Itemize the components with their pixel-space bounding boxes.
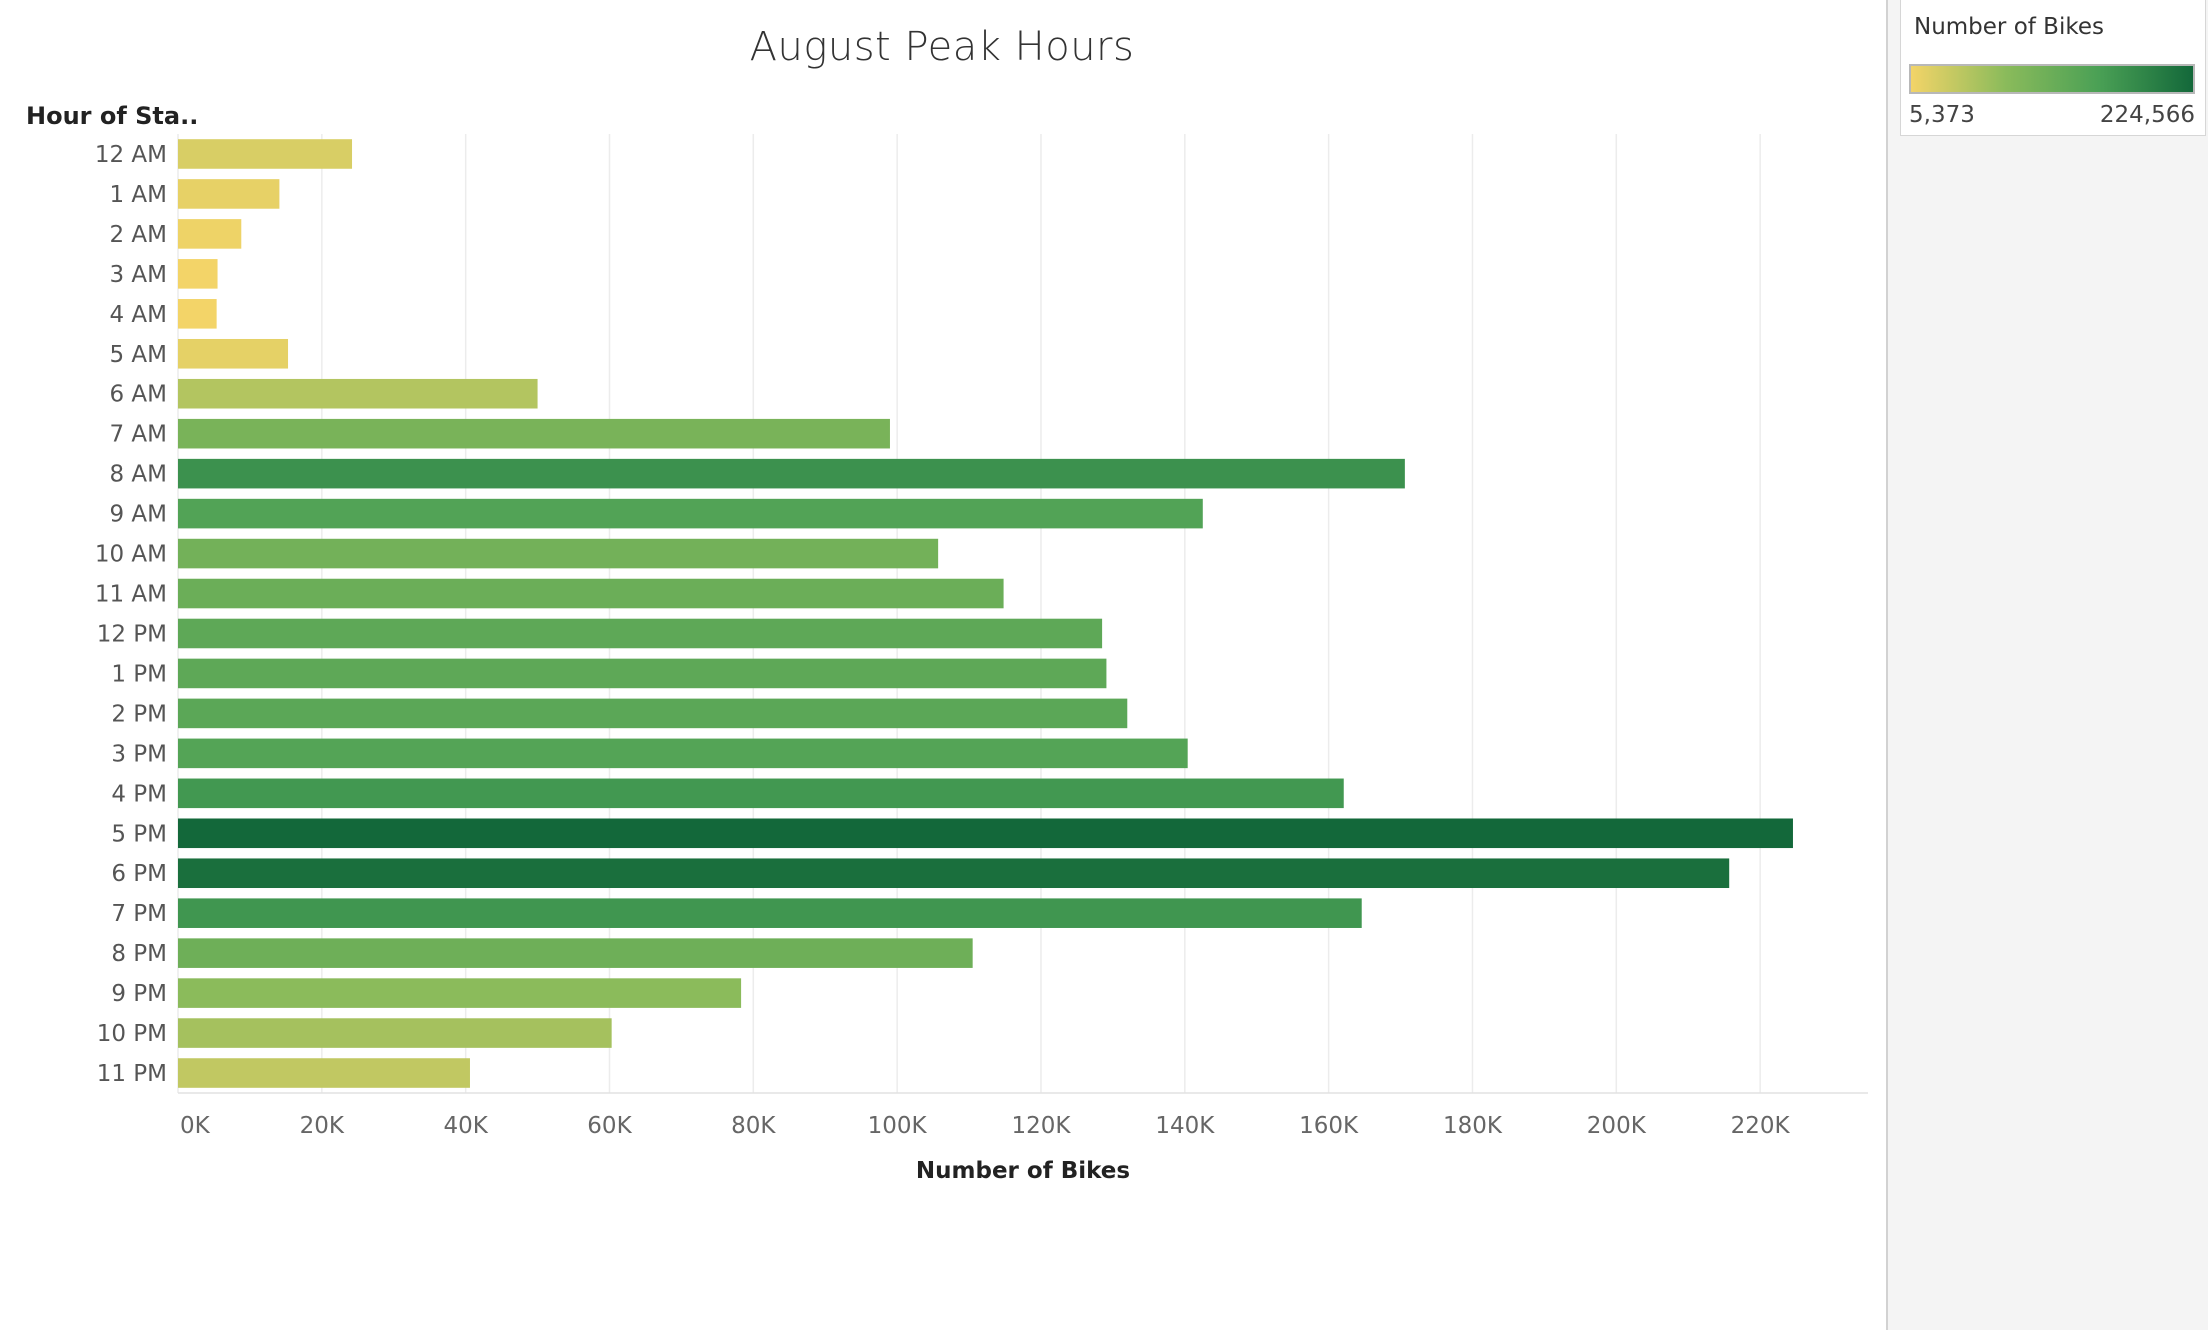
y-tick-label: 12 AM [95, 142, 167, 168]
x-tick-label: 140K [1155, 1113, 1215, 1139]
bar[interactable] [178, 538, 939, 569]
y-tick-label: 10 AM [95, 542, 167, 568]
x-axis-title: Number of Bikes [915, 1158, 1131, 1184]
y-tick-label: 7 PM [111, 901, 167, 927]
bar[interactable] [178, 259, 218, 289]
bar[interactable] [178, 858, 1730, 889]
bar[interactable] [178, 219, 242, 249]
y-tick-labels: 12 AM 1 AM 2 AM 3 AM 4 AM 5 AM 6 AM 7 AM 8 AM 9 A… [95, 142, 167, 1087]
x-tick-label: 100K [868, 1113, 928, 1139]
y-tick-label: 9 PM [111, 981, 167, 1007]
y-tick-label: 1 AM [109, 182, 167, 208]
y-tick-label: 3 AM [109, 262, 167, 288]
x-tick-label: 120K [1011, 1113, 1071, 1139]
x-tick-label: 220K [1731, 1113, 1791, 1139]
y-tick-label: 9 AM [109, 502, 167, 528]
y-tick-label: 7 AM [109, 422, 167, 448]
legend-title: Number of Bikes [1914, 14, 2104, 40]
x-tick-label: 60K [587, 1113, 632, 1139]
x-tick-label: 180K [1443, 1113, 1503, 1139]
y-tick-label: 11 PM [97, 1061, 167, 1087]
bar[interactable] [178, 139, 353, 169]
bar[interactable] [178, 778, 1344, 809]
y-tick-label: 2 PM [111, 701, 167, 727]
bar[interactable] [178, 978, 742, 1008]
legend-max-label: 224,566 [2099, 102, 2195, 128]
x-tick-label: 80K [731, 1113, 776, 1139]
y-tick-label: 5 AM [109, 342, 167, 368]
legend-color-ramp [1909, 64, 2195, 94]
bar[interactable] [178, 818, 1793, 849]
bar-chart: 12 AM 1 AM 2 AM 3 AM 4 AM 5 AM 6 AM 7 AM 8 AM 9 A… [95, 134, 1868, 1139]
y-tick-label: 4 PM [111, 781, 167, 807]
legend-min-label: 5,373 [1909, 102, 1975, 128]
bar[interactable] [178, 299, 217, 329]
y-tick-label: 6 PM [111, 861, 167, 887]
x-tick-label: 160K [1299, 1113, 1359, 1139]
bar[interactable] [178, 938, 973, 968]
bar[interactable] [178, 578, 1004, 609]
bar[interactable] [178, 1018, 612, 1048]
bar[interactable] [178, 498, 1203, 529]
bar[interactable] [178, 458, 1405, 489]
legend-sidebar: Number of Bikes 5,373 224,566 [1886, 0, 2208, 1330]
color-legend[interactable]: Number of Bikes 5,373 224,566 [1900, 0, 2206, 136]
bar[interactable] [178, 418, 890, 449]
bar[interactable] [178, 179, 280, 209]
x-tick-label: 200K [1587, 1113, 1647, 1139]
chart-title: August Peak Hours [749, 24, 1135, 70]
y-axis-title: Hour of Sta.. [26, 102, 199, 130]
x-tick-labels: 0K 20K 40K 60K 80K 100K 120K 140K 160K 180K 200K 22… [180, 1113, 1791, 1139]
bar[interactable] [178, 898, 1362, 928]
bar[interactable] [178, 338, 289, 369]
x-tick-label: 20K [300, 1113, 345, 1139]
x-tick-label: 40K [443, 1113, 488, 1139]
y-tick-label: 12 PM [97, 621, 167, 647]
x-tick-label: 0K [180, 1113, 211, 1139]
y-tick-label: 10 PM [97, 1021, 167, 1047]
bar[interactable] [178, 378, 538, 409]
bars [178, 139, 1793, 1088]
y-tick-label: 2 AM [109, 222, 167, 248]
y-tick-label: 5 PM [111, 821, 167, 847]
bar[interactable] [178, 1058, 470, 1088]
y-tick-label: 8 AM [109, 462, 167, 488]
y-tick-label: 8 PM [111, 941, 167, 967]
bar[interactable] [178, 658, 1107, 689]
y-tick-label: 6 AM [109, 382, 167, 408]
grid-lines [177, 134, 1868, 1094]
y-tick-label: 1 PM [111, 661, 167, 687]
y-tick-label: 3 PM [111, 741, 167, 767]
bar[interactable] [178, 618, 1103, 649]
bar[interactable] [178, 738, 1188, 769]
bar[interactable] [178, 698, 1128, 729]
y-tick-label: 4 AM [109, 302, 167, 328]
y-tick-label: 11 AM [95, 582, 167, 608]
